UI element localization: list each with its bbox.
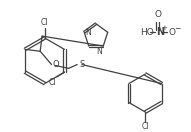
Text: HO: HO xyxy=(141,28,154,37)
Text: −: − xyxy=(174,24,180,33)
Text: N: N xyxy=(156,27,164,37)
Text: N: N xyxy=(96,47,102,56)
Text: S: S xyxy=(79,60,84,69)
Text: N: N xyxy=(86,28,91,37)
Text: Cl: Cl xyxy=(142,122,149,131)
Text: O: O xyxy=(154,10,161,19)
Text: Cl: Cl xyxy=(41,18,49,27)
Text: O: O xyxy=(168,28,175,37)
Text: +: + xyxy=(161,25,167,31)
Text: O: O xyxy=(53,60,59,69)
Text: Cl: Cl xyxy=(48,78,56,87)
